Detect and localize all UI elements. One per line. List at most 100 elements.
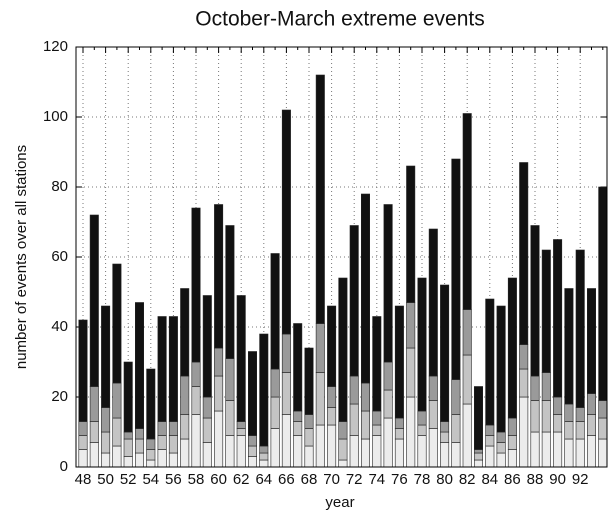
bar-segment — [349, 403, 359, 436]
bar-segment — [112, 445, 122, 468]
bar-segment — [496, 452, 506, 468]
bar-segment — [553, 431, 563, 468]
x-tick-label: 64 — [255, 471, 272, 488]
bar-segment — [135, 452, 145, 468]
bar-segment — [394, 438, 404, 468]
bar-segment — [394, 428, 404, 440]
bar-segment — [112, 417, 122, 447]
bar-segment — [530, 375, 540, 401]
bar-segment — [417, 410, 427, 426]
bar-segment — [372, 424, 382, 436]
bar-segment — [157, 421, 167, 436]
bar-segment — [586, 288, 596, 394]
bar-segment — [598, 417, 608, 440]
bar-segment — [101, 305, 111, 408]
bar-segment — [236, 435, 246, 468]
y-axis-label: number of events over all stations — [13, 145, 30, 369]
x-tick-label: 48 — [75, 471, 92, 488]
bar-segment — [349, 225, 359, 377]
bar-segment — [168, 452, 178, 468]
bar-segment — [304, 428, 314, 447]
bar-segment — [236, 295, 246, 422]
bar-segment — [78, 449, 88, 468]
x-tick-label: 62 — [233, 471, 250, 488]
bar-segment — [123, 361, 133, 433]
bar-segment — [530, 225, 540, 377]
bar-segment — [519, 344, 529, 370]
bar-segment — [360, 410, 370, 440]
bar-segment — [168, 435, 178, 454]
bar-segment — [270, 368, 280, 398]
bar-segment — [485, 424, 495, 436]
bar-segment — [428, 375, 438, 401]
bar-segment — [519, 368, 529, 398]
bar-segment — [78, 421, 88, 436]
bar-segment — [248, 435, 258, 447]
bar-segment — [259, 333, 269, 447]
bar-segment — [598, 186, 608, 401]
bar-segment — [406, 347, 416, 398]
bar-segment — [146, 459, 156, 468]
bar-segment — [338, 421, 348, 440]
bar-segment — [451, 379, 461, 415]
bar-segment — [338, 277, 348, 422]
bar-segment — [507, 449, 517, 468]
bar-segment — [157, 449, 167, 468]
bar-segment — [586, 393, 596, 415]
bar-segment — [225, 358, 235, 401]
y-tick-label: 120 — [43, 38, 68, 55]
bar-segment — [406, 302, 416, 349]
y-tick-label: 80 — [51, 178, 68, 195]
bar-segment — [507, 277, 517, 419]
bar-segment — [315, 323, 325, 373]
bar-segment — [541, 400, 551, 433]
bar-segment — [406, 165, 416, 303]
bar-segment — [462, 113, 472, 310]
bar-segment — [168, 316, 178, 422]
bar-segment — [248, 445, 258, 457]
bar-segment — [304, 445, 314, 468]
bar-segment — [327, 407, 337, 426]
y-tick-label: 40 — [51, 318, 68, 335]
bar-segment — [553, 239, 563, 398]
bar-segment — [123, 431, 133, 440]
bar-segment — [530, 431, 540, 468]
bar-segment — [417, 435, 427, 468]
bar-segment — [496, 431, 506, 443]
bar-segment — [259, 445, 269, 454]
bar-segment — [202, 396, 212, 419]
bar-segment — [496, 442, 506, 454]
bar-segment — [101, 431, 111, 454]
bar-segment — [315, 424, 325, 468]
bar-segment — [485, 445, 495, 468]
bar-segment — [553, 396, 563, 415]
bar-segment — [349, 375, 359, 405]
bar-segment — [372, 410, 382, 426]
x-axis-label: year — [325, 494, 354, 511]
bar-segment — [89, 421, 99, 443]
bar-segment — [225, 225, 235, 359]
bar-segment — [293, 435, 303, 468]
bar-segment — [101, 407, 111, 433]
bar-segment — [214, 204, 224, 349]
bar-segment — [304, 414, 314, 429]
bar-segment — [462, 354, 472, 405]
bar-segment — [462, 403, 472, 468]
bar-segment — [146, 449, 156, 461]
bar-segment — [541, 431, 551, 468]
bar-segment — [123, 456, 133, 468]
x-tick-label: 76 — [391, 471, 408, 488]
bar-segment — [541, 249, 551, 373]
bar-segment — [507, 417, 517, 436]
bar-segment — [575, 421, 585, 440]
x-tick-label: 60 — [210, 471, 227, 488]
bar-segment — [575, 407, 585, 422]
x-tick-label: 78 — [414, 471, 431, 488]
bar-segment — [372, 316, 382, 412]
bar-segment — [225, 400, 235, 436]
bar-segment — [428, 428, 438, 468]
bar-segment — [338, 459, 348, 468]
bar-segment — [191, 207, 201, 363]
